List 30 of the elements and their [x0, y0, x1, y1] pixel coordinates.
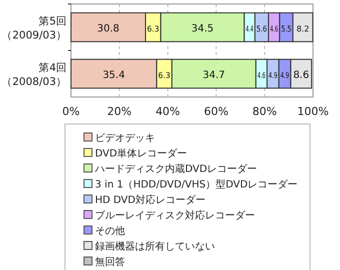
x-tick-label: 0%	[62, 105, 80, 118]
data-label: 5.6	[256, 24, 270, 34]
data-label: 4.9	[268, 70, 282, 80]
legend-label: HD DVD対応レコーダー	[95, 194, 206, 206]
legend-label: ビデオデッキ	[95, 133, 155, 144]
legend-label: その他	[95, 225, 125, 237]
data-label: 5.5	[281, 24, 294, 34]
x-tick-label: 60%	[204, 105, 228, 118]
data-label: 34.5	[191, 23, 214, 34]
legend-label: 録画機器は所有していない	[95, 240, 215, 252]
data-label: 35.4	[102, 70, 125, 81]
x-tick-label: 40%	[156, 105, 180, 118]
data-label: 8.2	[296, 24, 310, 34]
data-label: 34.7	[202, 70, 226, 81]
legend-label: 3 in 1（HDD/DVD/VHS）型DVDレコーダー	[95, 178, 298, 190]
data-label: 6.3	[147, 24, 160, 34]
y-tick-label: 第4回（2008/03）	[1, 62, 67, 88]
data-label: 30.8	[97, 23, 120, 34]
y-tick-label: 第5回（2009/03）	[1, 15, 67, 42]
data-label: 6.3	[158, 70, 171, 80]
data-label: 8.6	[293, 70, 310, 81]
legend-label: 無回答	[95, 256, 125, 268]
x-tick-label: 80%	[252, 105, 277, 118]
legend-label: ハードディスク内蔵DVDレコーダー	[94, 163, 258, 175]
data-label: 4.9	[280, 70, 294, 80]
legend-label: DVD単体レコーダー	[95, 148, 188, 160]
legend-label: ブルーレイディスク対応レコーダー	[95, 210, 255, 222]
data-label: 4.6	[270, 24, 283, 34]
x-tick-label: 100%	[297, 105, 329, 118]
x-tick-label: 20%	[107, 105, 132, 118]
